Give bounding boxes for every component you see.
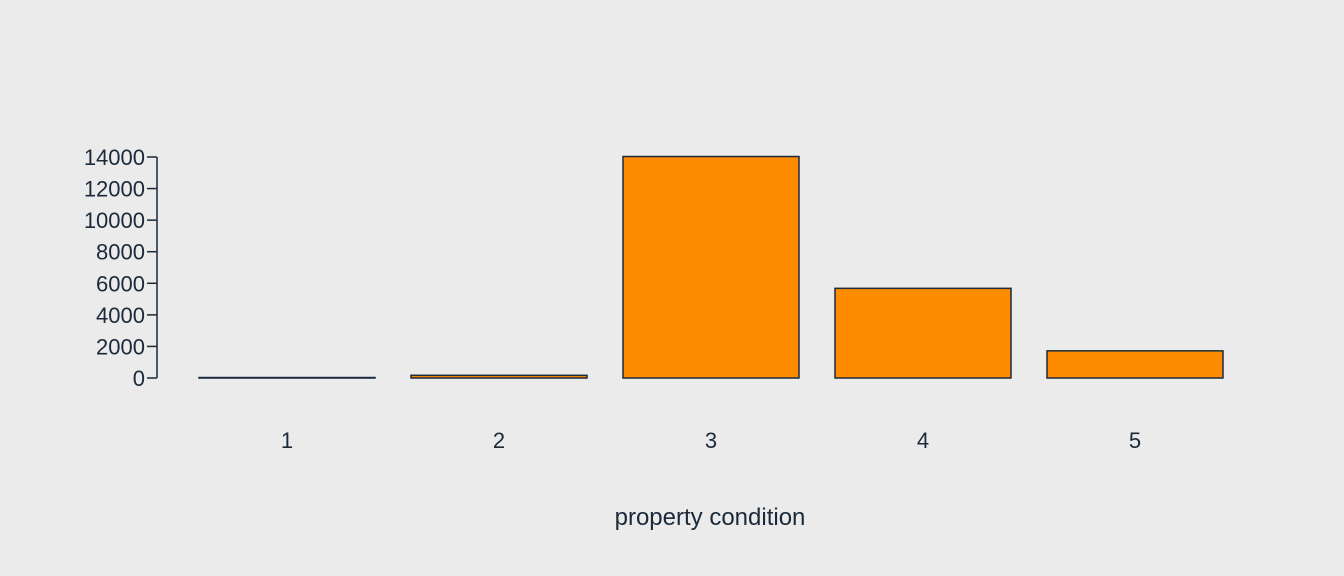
- x-tick-label: 2: [493, 428, 505, 453]
- bar-2: [410, 374, 588, 379]
- bar-1: [198, 376, 376, 379]
- x-tick-label: 3: [705, 428, 717, 453]
- x-tick-label: 5: [1129, 428, 1141, 453]
- bar-5: [1046, 350, 1224, 379]
- y-tick-label: 12000: [84, 177, 145, 202]
- y-tick-label: 4000: [96, 303, 145, 328]
- y-axis: 0 2000 4000 6000 8000 10000 12000 14000: [84, 145, 158, 391]
- y-tick-label: 6000: [96, 271, 145, 296]
- x-tick-label: 1: [281, 428, 293, 453]
- y-tick-label: 2000: [96, 334, 145, 359]
- y-tick-label: 8000: [96, 240, 145, 265]
- y-tick-label: 10000: [84, 208, 145, 233]
- bar-4: [834, 287, 1012, 379]
- y-tick-label: 14000: [84, 145, 145, 170]
- x-axis-title: property condition: [615, 504, 806, 531]
- x-axis-labels: 1 2 3 4 5: [281, 428, 1141, 453]
- bar-3: [622, 155, 800, 379]
- x-tick-label: 4: [917, 428, 929, 453]
- bars: [198, 155, 1224, 379]
- y-tick-label: 0: [133, 366, 145, 391]
